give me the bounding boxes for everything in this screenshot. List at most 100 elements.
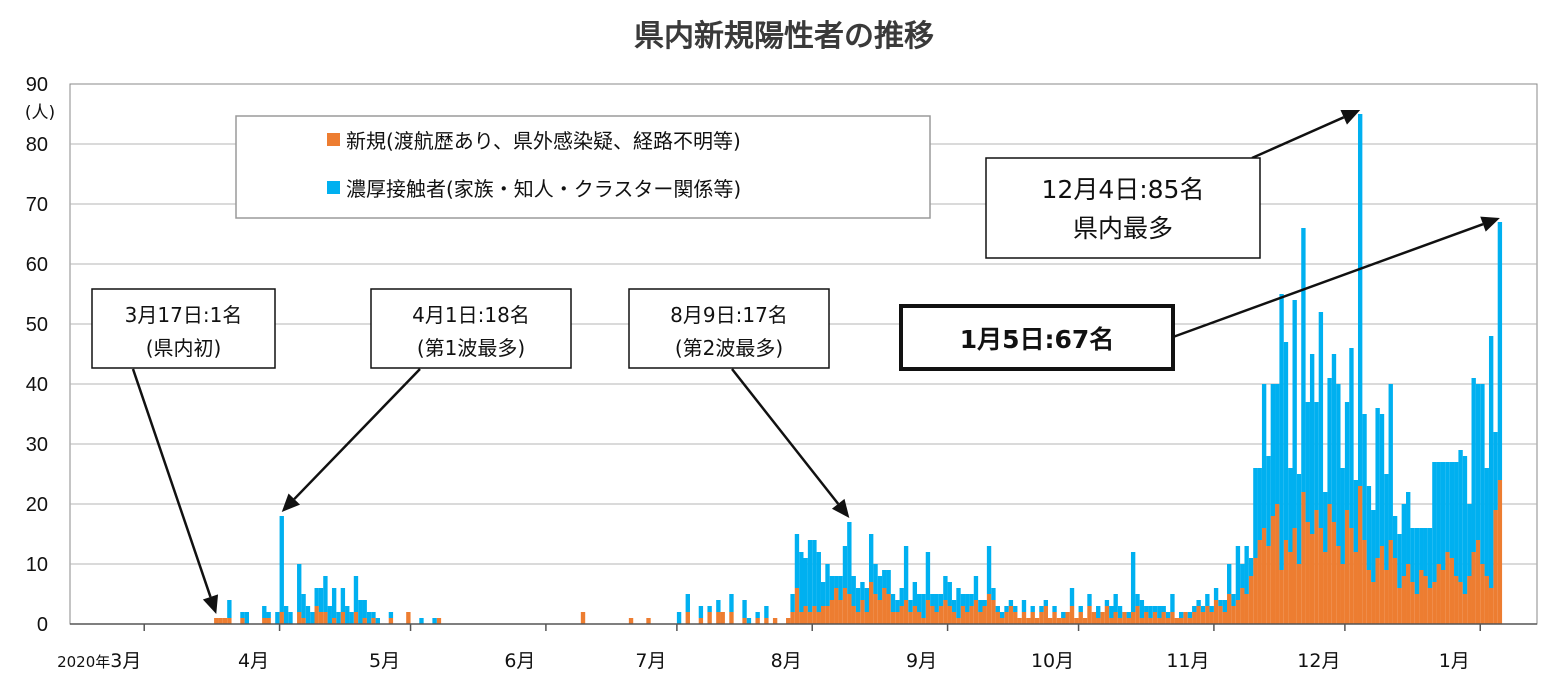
bar-close-contact bbox=[1227, 564, 1232, 594]
annotation-arrow bbox=[1172, 222, 1484, 339]
bar-close-contact bbox=[1401, 504, 1407, 576]
bar-new-case bbox=[1034, 618, 1040, 624]
bar-close-contact bbox=[982, 600, 987, 606]
annotation-arrowhead bbox=[202, 594, 219, 614]
bar-new-case bbox=[899, 606, 904, 624]
bar-new-case bbox=[1178, 618, 1184, 624]
bar-close-contact bbox=[1222, 600, 1228, 612]
bar-new-case bbox=[1013, 612, 1018, 624]
annotation-text: 1月5日:67名 bbox=[960, 325, 1115, 354]
bar-new-case bbox=[331, 618, 337, 624]
bar-new-case bbox=[1135, 606, 1140, 624]
bar-new-case bbox=[1117, 618, 1123, 624]
bar-close-contact bbox=[1375, 408, 1380, 558]
y-tick-label: 20 bbox=[26, 494, 48, 516]
bars-layer bbox=[214, 114, 1503, 624]
bar-close-contact bbox=[707, 606, 712, 612]
bar-new-case bbox=[1484, 576, 1489, 624]
bar-close-contact bbox=[1301, 228, 1306, 492]
bar-close-contact bbox=[1161, 606, 1166, 612]
bar-close-contact bbox=[1144, 606, 1149, 612]
bar-close-contact bbox=[227, 600, 232, 618]
bar-close-contact bbox=[297, 564, 302, 612]
bar-close-contact bbox=[1130, 552, 1136, 612]
bar-new-case bbox=[353, 612, 359, 624]
bar-close-contact bbox=[807, 540, 813, 612]
bar-new-case bbox=[340, 612, 346, 624]
axis-layer: 0 10 20 30 40 50 60 70 80 90 2020年3月 4月 5月 6月 7月 8月 9月 10… bbox=[26, 74, 1537, 672]
bar-new-case bbox=[1480, 564, 1485, 624]
bar-close-contact bbox=[266, 612, 271, 618]
bar-new-case bbox=[646, 618, 651, 624]
bar-new-case bbox=[829, 600, 835, 624]
bar-close-contact bbox=[1336, 384, 1341, 546]
bar-close-contact bbox=[816, 552, 821, 612]
bar-new-case bbox=[266, 618, 271, 624]
bar-new-case bbox=[956, 618, 961, 624]
annotation-text: 12月4日:85名 bbox=[1042, 175, 1205, 204]
x-tick-label: 11月 bbox=[1166, 650, 1209, 672]
bar-close-contact bbox=[1061, 612, 1066, 618]
bar-close-contact bbox=[1235, 546, 1241, 600]
bar-new-case bbox=[707, 612, 712, 624]
bar-close-contact bbox=[938, 594, 944, 606]
bar-close-contact bbox=[262, 606, 267, 618]
bar-new-case bbox=[1209, 612, 1214, 624]
bar-close-contact bbox=[1113, 594, 1118, 612]
annotation-text: 3月17日:1名 bbox=[125, 303, 243, 327]
bar-close-contact bbox=[353, 576, 359, 612]
bar-close-contact bbox=[842, 546, 848, 588]
bar-close-contact bbox=[1296, 474, 1302, 564]
legend-swatch-close-contact bbox=[327, 181, 340, 194]
bar-new-case bbox=[1104, 606, 1110, 624]
bar-close-contact bbox=[1187, 612, 1193, 618]
bar-new-case bbox=[729, 612, 734, 624]
bar-new-case bbox=[1227, 594, 1232, 624]
bar-close-contact bbox=[1283, 342, 1289, 540]
bar-close-contact bbox=[851, 576, 856, 606]
bar-new-case bbox=[297, 612, 302, 624]
bar-close-contact bbox=[882, 570, 887, 588]
bar-close-contact bbox=[1087, 594, 1092, 606]
bar-new-case bbox=[930, 606, 935, 624]
bar-new-case bbox=[755, 618, 760, 624]
bar-close-contact bbox=[978, 600, 983, 612]
bar-close-contact bbox=[371, 612, 376, 618]
bar-new-case bbox=[1152, 612, 1158, 624]
bar-new-case bbox=[799, 612, 804, 624]
bar-close-contact bbox=[1410, 528, 1415, 582]
y-tick-label: 70 bbox=[26, 194, 48, 216]
bar-close-contact bbox=[995, 606, 1000, 612]
y-tick-label: 90 bbox=[26, 74, 48, 96]
bar-close-contact bbox=[1266, 456, 1271, 546]
bar-close-contact bbox=[288, 612, 293, 624]
bar-new-case bbox=[1065, 612, 1070, 624]
bar-new-case bbox=[1056, 618, 1062, 624]
bar-close-contact bbox=[886, 570, 891, 594]
x-tick-label: 5月 bbox=[369, 650, 400, 672]
bar-new-case bbox=[1052, 612, 1057, 624]
bar-new-case bbox=[1096, 618, 1101, 624]
x-tick-label: 1月 bbox=[1439, 650, 1470, 672]
chart-title: 県内新規陽性者の推移 bbox=[634, 19, 934, 54]
bar-new-case bbox=[803, 606, 808, 624]
bar-new-case bbox=[820, 606, 826, 624]
y-tick-label: 0 bbox=[37, 614, 48, 636]
bar-new-case bbox=[685, 612, 690, 624]
bar-close-contact bbox=[903, 546, 909, 600]
y-tick-label: 80 bbox=[26, 134, 48, 156]
bar-new-case bbox=[1440, 570, 1446, 624]
bar-new-case bbox=[991, 600, 996, 624]
bar-new-case bbox=[1397, 588, 1402, 624]
bar-new-case bbox=[1449, 558, 1455, 624]
bar-close-contact bbox=[275, 612, 280, 624]
bar-close-contact bbox=[799, 552, 804, 612]
bar-new-case bbox=[1366, 570, 1372, 624]
x-tick-label: 2020年3月 bbox=[57, 650, 141, 672]
bar-close-contact bbox=[1288, 468, 1293, 552]
bar-close-contact bbox=[1309, 354, 1315, 534]
bar-new-case bbox=[1069, 606, 1075, 624]
bar-close-contact bbox=[1257, 468, 1262, 540]
bar-new-case bbox=[1296, 564, 1302, 624]
bar-close-contact bbox=[1109, 606, 1114, 618]
